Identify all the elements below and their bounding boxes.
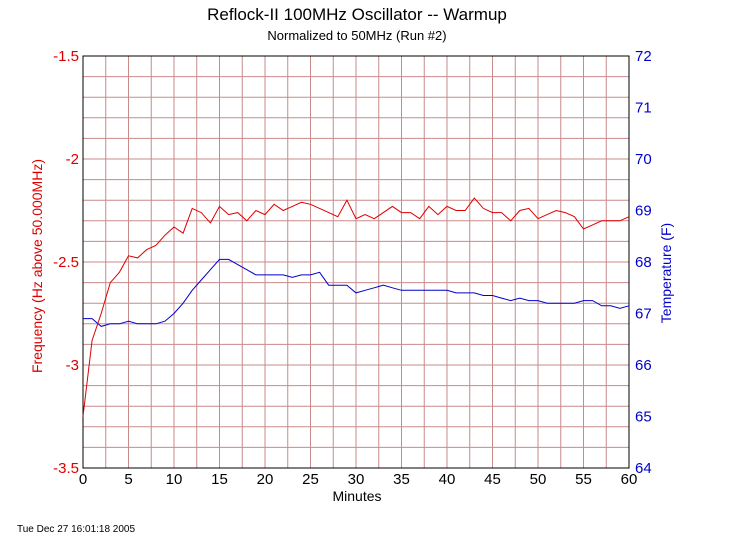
- x-tick-label: 5: [124, 471, 132, 488]
- left-axis-ticks: -1.5 -2 -2.5 -3 -3.5: [53, 48, 79, 477]
- x-tick-label: 20: [257, 471, 274, 488]
- x-tick-label: 40: [439, 471, 456, 488]
- chart-subtitle: Normalized to 50MHz (Run #2): [267, 28, 446, 43]
- plot-frame: [82, 55, 630, 469]
- x-axis-ticks: 0 5 10 15 20 25 30 35 40 45 50 55 60: [79, 471, 638, 488]
- x-tick-label: 50: [530, 471, 547, 488]
- right-axis-label: Temperature (F): [658, 223, 674, 323]
- left-tick-label: -2.5: [53, 254, 79, 271]
- timestamp: Tue Dec 27 16:01:18 2005: [17, 524, 135, 535]
- left-axis-label: Frequency (Hz above 50.000MHz): [29, 159, 45, 373]
- temperature-line: [83, 258, 630, 327]
- right-tick-label: 65: [635, 409, 652, 426]
- x-tick-label: 35: [393, 471, 410, 488]
- left-tick-label: -3: [66, 357, 79, 374]
- right-axis-ticks: 72 71 70 69 68 67 66 65 64: [635, 48, 652, 477]
- right-tick-label: 69: [635, 203, 652, 220]
- right-tick-label: 66: [635, 357, 652, 374]
- x-axis-label: Minutes: [332, 488, 381, 504]
- grid: [83, 56, 629, 468]
- x-tick-label: 60: [621, 471, 638, 488]
- right-tick-label: 70: [635, 151, 652, 168]
- x-tick-label: 45: [484, 471, 501, 488]
- x-tick-label: 10: [166, 471, 183, 488]
- right-tick-label: 67: [635, 306, 652, 323]
- x-tick-label: 0: [79, 471, 87, 488]
- right-tick-label: 64: [635, 460, 652, 477]
- x-tick-label: 55: [575, 471, 592, 488]
- left-tick-label: -2: [66, 151, 79, 168]
- right-tick-label: 71: [635, 100, 652, 117]
- left-tick-label: -1.5: [53, 48, 79, 65]
- x-tick-label: 15: [211, 471, 228, 488]
- x-tick-label: 25: [302, 471, 319, 488]
- frequency-line: [82, 197, 630, 417]
- left-tick-label: -3.5: [53, 460, 79, 477]
- right-tick-label: 72: [635, 48, 652, 65]
- right-tick-label: 68: [635, 254, 652, 271]
- chart-title: Reflock-II 100MHz Oscillator -- Warmup: [207, 5, 507, 24]
- x-tick-label: 30: [348, 471, 365, 488]
